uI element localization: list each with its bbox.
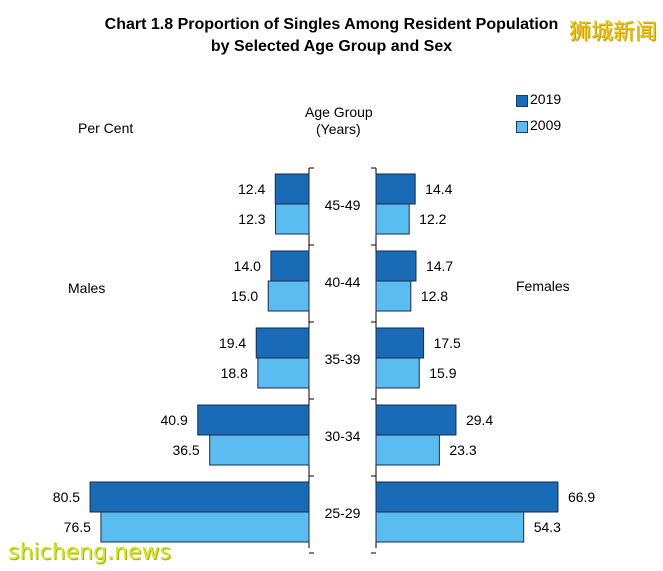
- female-value-label: 66.9: [568, 489, 595, 505]
- male-value-label: 12.3: [238, 211, 265, 227]
- male-value-label: 80.5: [53, 489, 80, 505]
- age-group-axis-label: Age Group: [305, 104, 373, 120]
- male-value-label: 76.5: [64, 519, 91, 535]
- male-bar-2019: [89, 481, 310, 513]
- females-label: Females: [516, 278, 570, 294]
- male-value-label: 14.0: [234, 258, 261, 274]
- male-bar-2019: [197, 404, 310, 436]
- female-value-label: 29.4: [466, 412, 493, 428]
- watermark-bottom-left: shicheng.news: [8, 540, 171, 565]
- female-value-label: 23.3: [449, 442, 476, 458]
- female-bar-2009: [375, 357, 420, 389]
- male-bar-2009: [267, 280, 310, 312]
- legend-swatch-2009: [516, 121, 528, 133]
- male-bar-2009: [100, 511, 310, 543]
- watermark-top-right: 狮城新闻: [568, 20, 657, 45]
- male-bar-2019: [255, 327, 310, 359]
- female-bar-2019: [375, 327, 425, 359]
- male-value-label: 15.0: [231, 288, 258, 304]
- female-bar-2009: [375, 434, 440, 466]
- male-bar-2009: [275, 203, 310, 235]
- female-value-label: 12.2: [419, 211, 446, 227]
- age-group-label: 40-44: [325, 274, 361, 290]
- female-bar-2009: [375, 280, 412, 312]
- female-value-label: 12.8: [421, 288, 448, 304]
- age-group-label: 25-29: [325, 505, 361, 521]
- age-group-axis-unit: (Years): [316, 121, 361, 137]
- males-label: Males: [68, 280, 106, 296]
- female-value-label: 17.5: [434, 335, 461, 351]
- chart-title: Chart 1.8 Proportion of Singles Among Re…: [0, 14, 663, 58]
- male-value-label: 40.9: [161, 412, 188, 428]
- female-bar-2019: [375, 250, 417, 282]
- male-value-label: 36.5: [172, 442, 199, 458]
- female-value-label: 14.4: [425, 181, 452, 197]
- male-value-label: 12.4: [238, 181, 265, 197]
- chart-title-line-2: by Selected Age Group and Sex: [210, 38, 453, 55]
- male-bar-2019: [274, 173, 310, 205]
- female-bar-2009: [375, 203, 410, 235]
- age-group-label: 35-39: [325, 351, 361, 367]
- legend-swatch-2019: [516, 95, 528, 107]
- female-value-label: 15.9: [429, 365, 456, 381]
- female-bar-2019: [375, 404, 457, 436]
- legend-label-2019: 2019: [530, 91, 562, 107]
- male-bar-2019: [270, 250, 310, 282]
- age-group-label: 45-49: [325, 197, 361, 213]
- legend-label-2009: 2009: [530, 117, 562, 133]
- female-bar-2019: [375, 481, 559, 513]
- female-bar-2019: [375, 173, 416, 205]
- chart-title-line-1: Chart 1.8 Proportion of Singles Among Re…: [104, 16, 559, 33]
- female-bar-2009: [375, 511, 525, 543]
- female-value-label: 14.7: [426, 258, 453, 274]
- female-value-label: 54.3: [534, 519, 561, 535]
- male-value-label: 18.8: [221, 365, 248, 381]
- age-group-label: 30-34: [325, 428, 361, 444]
- male-value-label: 19.4: [219, 335, 246, 351]
- male-bar-2009: [209, 434, 310, 466]
- per-cent-label: Per Cent: [78, 120, 134, 136]
- male-bar-2009: [257, 357, 310, 389]
